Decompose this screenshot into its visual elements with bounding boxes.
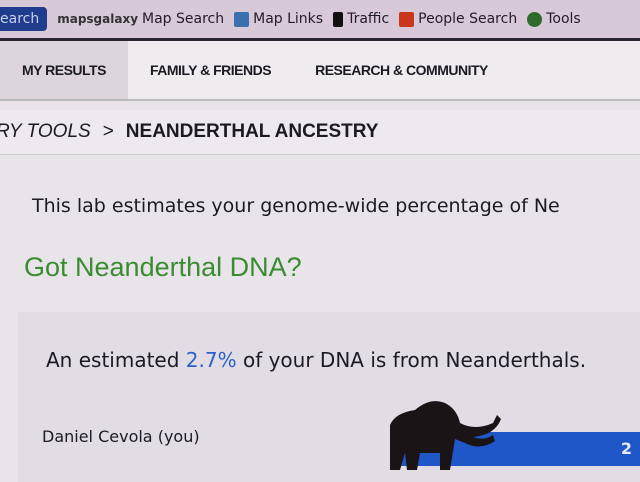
label: People Search — [418, 11, 518, 27]
people-search-link[interactable]: People Search — [399, 11, 517, 27]
traffic-link[interactable]: Traffic — [333, 11, 389, 27]
map-links-link[interactable]: Map Links — [234, 11, 323, 27]
estimate-text: An estimated 2.7% of your DNA is from Ne… — [46, 348, 586, 372]
gear-icon — [527, 11, 543, 27]
tab-my-results[interactable]: MY RESULTS — [0, 41, 128, 99]
tab-research-community[interactable]: RESEARCH & COMMUNITY — [315, 62, 488, 78]
breadcrumb: RY TOOLS > NEANDERTHAL ANCESTRY — [0, 110, 640, 155]
label: Tools — [546, 11, 581, 27]
map-links-icon — [234, 11, 250, 27]
estimate-percent: 2.7% — [185, 348, 237, 372]
breadcrumb-current: NEANDERTHAL ANCESTRY — [125, 121, 379, 142]
label: Traffic — [347, 11, 390, 27]
estimate-suffix: of your DNA is from Neanderthals. — [236, 348, 587, 372]
search-button[interactable]: earch — [0, 7, 48, 31]
tools-link[interactable]: Tools — [527, 11, 581, 27]
breadcrumb-parent[interactable]: RY TOOLS — [0, 121, 91, 142]
person-name: Daniel Cevola (you) — [42, 427, 200, 446]
label: Map Search — [142, 11, 225, 27]
mammoth-icon — [390, 401, 501, 470]
tab-family-friends[interactable]: FAMILY & FRIENDS — [149, 62, 272, 78]
people-search-icon — [399, 11, 415, 27]
estimate-prefix: An estimated — [46, 348, 186, 372]
traffic-light-icon — [333, 11, 344, 27]
breadcrumb-separator: > — [102, 121, 114, 142]
map-search-link[interactable]: mapsgalaxy Map Search — [57, 11, 224, 27]
mapsgalaxy-logo: mapsgalaxy — [57, 12, 139, 26]
browser-toolbar: earch mapsgalaxy Map Search Map Links Tra… — [0, 0, 640, 41]
intro-text: This lab estimates your genome-wide perc… — [32, 195, 560, 217]
page-heading: Got Neanderthal DNA? — [24, 252, 302, 282]
label: Map Links — [253, 11, 324, 27]
main-tabs: MY RESULTS FAMILY & FRIENDS RESEARCH & C… — [0, 41, 640, 101]
